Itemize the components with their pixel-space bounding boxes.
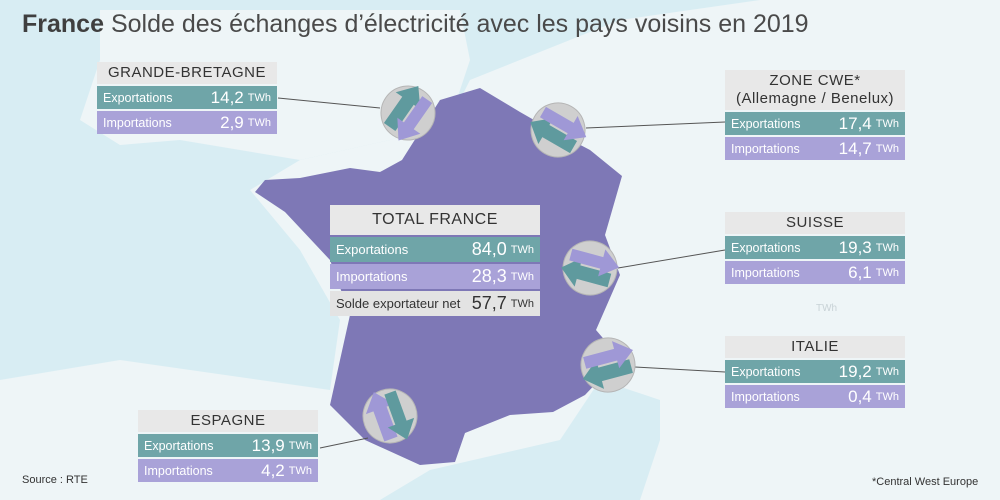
row-unit: TWh (510, 243, 534, 256)
connector-suisse (617, 249, 726, 269)
row-value: 13,9 (251, 435, 285, 455)
row-unit: TWh (288, 464, 312, 477)
export-arrow-icon (530, 118, 578, 154)
export-arrow-icon (561, 257, 612, 288)
exports-row: Exportations 19,2 TWh (725, 360, 905, 383)
exchange-arrow-italie (580, 337, 636, 393)
row-unit: TWh (510, 270, 534, 283)
row-value: 2,9 (220, 112, 244, 132)
exchange-arrow-gb (380, 85, 436, 141)
connector-espagne (319, 437, 369, 449)
row-value: 0,4 (848, 386, 872, 406)
row-label: Importations (144, 463, 213, 478)
import-arrow-icon (569, 248, 620, 277)
exports-row: Exportations 13,9 TWh (138, 434, 318, 457)
import-arrow-icon (583, 341, 633, 369)
grande-bretagne-box: GRANDE-BRETAGNE Exportations 14,2 TWh Im… (97, 62, 277, 134)
row-value: 4,2 (261, 460, 285, 480)
row-unit: TWh (247, 116, 271, 129)
exports-row: Exportations 17,4 TWh (725, 112, 905, 135)
connector-grande-bretagne (277, 97, 381, 109)
country-header: ESPAGNE (138, 410, 318, 432)
import-arrow-icon (397, 96, 433, 141)
row-unit: TWh (875, 142, 899, 155)
stray-unit-label: TWh (816, 303, 837, 314)
row-label: Importations (336, 269, 408, 284)
corsica-island (690, 432, 712, 482)
source-note: Source : RTE (22, 474, 88, 486)
country-header: ITALIE (725, 336, 905, 358)
row-label: Solde exportateur net (336, 296, 461, 311)
row-value: 28,3 (471, 266, 507, 286)
title-text: Solde des échanges d’électricité avec le… (110, 10, 809, 38)
row-value: 17,4 (838, 113, 872, 133)
total-net-row: Solde exportateur net 57,7 TWh (330, 291, 540, 316)
page-title: France Solde des échanges d’électricité … (22, 10, 809, 39)
imports-row: Importations 0,4 TWh (725, 385, 905, 408)
exchange-arrow-suisse (561, 240, 620, 296)
row-unit: TWh (875, 365, 899, 378)
row-unit: TWh (875, 390, 899, 403)
exchange-arrow-cwe (530, 102, 587, 158)
country-subname: (Allemagne / Benelux) (735, 90, 895, 107)
export-arrow-icon (384, 390, 415, 440)
row-unit: TWh (875, 266, 899, 279)
row-value: 6,1 (848, 262, 872, 282)
footnote: *Central West Europe (872, 476, 979, 488)
exports-row: Exportations 19,3 TWh (725, 236, 905, 259)
row-value: 14,7 (838, 138, 872, 158)
export-arrow-icon (383, 86, 421, 132)
row-label: Exportations (731, 364, 801, 379)
row-label: Importations (731, 389, 800, 404)
country-name: ZONE CWE* (769, 72, 861, 89)
country-header: GRANDE-BRETAGNE (97, 62, 277, 84)
row-label: Importations (103, 115, 172, 130)
row-unit: TWh (510, 297, 534, 310)
italie-box: ITALIE Exportations 19,2 TWh Importation… (725, 336, 905, 408)
import-arrow-icon (539, 106, 587, 141)
exports-row: Exportations 14,2 TWh (97, 86, 277, 109)
zone-cwe-box: ZONE CWE* (Allemagne / Benelux) Exportat… (725, 70, 905, 160)
total-france-box: TOTAL FRANCE Exportations 84,0 TWh Impor… (330, 205, 540, 316)
connector-cwe (585, 121, 726, 129)
row-unit: TWh (875, 241, 899, 254)
row-label: Importations (731, 265, 800, 280)
connector-lines (277, 97, 726, 449)
total-exports-row: Exportations 84,0 TWh (330, 237, 540, 262)
row-label: Exportations (144, 438, 214, 453)
exchange-arrow-espagne (362, 388, 418, 444)
row-unit: TWh (875, 117, 899, 130)
espagne-box: ESPAGNE Exportations 13,9 TWh Importatio… (138, 410, 318, 482)
row-value: 14,2 (210, 87, 244, 107)
country-header: ZONE CWE* (Allemagne / Benelux) (725, 70, 905, 110)
row-unit: TWh (288, 439, 312, 452)
imports-row: Importations 6,1 TWh (725, 261, 905, 284)
row-label: Exportations (731, 116, 801, 131)
imports-row: Importations 14,7 TWh (725, 137, 905, 160)
suisse-box: SUISSE Exportations 19,3 TWh Importation… (725, 212, 905, 284)
imports-row: Importations 2,9 TWh (97, 111, 277, 134)
connector-italie (633, 366, 726, 373)
row-value: 19,2 (838, 361, 872, 381)
row-label: Exportations (731, 240, 801, 255)
row-unit: TWh (247, 91, 271, 104)
italy-peninsula (640, 340, 900, 500)
imports-row: Importations 4,2 TWh (138, 459, 318, 482)
country-header: SUISSE (725, 212, 905, 234)
title-country: France (22, 10, 104, 38)
total-france-header: TOTAL FRANCE (330, 205, 540, 235)
row-value: 84,0 (471, 239, 507, 259)
total-imports-row: Importations 28,3 TWh (330, 264, 540, 289)
row-label: Exportations (103, 90, 173, 105)
row-value: 57,7 (471, 293, 507, 313)
row-label: Importations (731, 141, 800, 156)
row-label: Exportations (336, 242, 409, 257)
row-value: 19,3 (838, 237, 872, 257)
